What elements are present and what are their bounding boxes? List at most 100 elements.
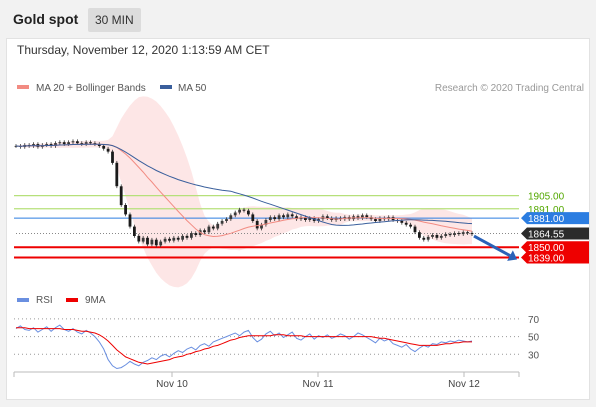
legend-ma50-label: MA 50 — [178, 83, 207, 94]
candle-body — [365, 215, 369, 218]
candle-body — [461, 232, 465, 235]
ma50-line — [15, 143, 473, 226]
rsi-tick-50: 50 — [528, 333, 540, 344]
candle-body — [304, 217, 307, 220]
candle-body — [220, 220, 224, 224]
x-tick-label: Nov 10 — [156, 379, 188, 390]
candle-body — [71, 141, 75, 143]
candle-body — [150, 239, 154, 245]
candle-body — [356, 216, 360, 219]
source-credit: Research © 2020 Trading Central — [435, 83, 584, 94]
candle-body — [282, 215, 285, 218]
candle-body — [128, 214, 132, 227]
level-label-1864.55: 1864.55 — [528, 230, 565, 241]
candle-body — [286, 214, 290, 218]
forecast-arrow-shaft — [473, 234, 511, 257]
candle-body — [168, 238, 171, 241]
legend-rsi-swatch — [17, 298, 29, 302]
candle-body — [409, 224, 412, 227]
instrument-title: Gold spot — [13, 11, 79, 27]
candle-body — [97, 144, 101, 146]
candle-body — [32, 144, 35, 146]
candle-body — [62, 142, 66, 145]
candle-body — [268, 217, 272, 220]
candle-body — [273, 217, 277, 220]
candle-body — [413, 226, 417, 233]
candle-body — [207, 226, 211, 233]
candle-body — [102, 145, 106, 149]
candle-body — [404, 222, 408, 225]
rsi-tick-70: 70 — [528, 315, 540, 326]
candle-body — [159, 241, 163, 246]
candle-body — [67, 142, 70, 145]
level-tag-last — [521, 227, 589, 240]
legend-ma20-label: MA 20 + Bollinger Bands — [36, 83, 146, 94]
candle-body — [84, 142, 88, 145]
x-tick-label: Nov 11 — [303, 379, 334, 390]
interval-badge[interactable]: 30 MIN — [88, 8, 141, 32]
candle-body — [190, 233, 193, 238]
candle-body — [154, 239, 158, 246]
candle-body — [185, 235, 189, 238]
level-label-1905.00: 1905.00 — [528, 192, 565, 203]
rsi-9ma-line — [16, 327, 472, 365]
candle-body — [76, 141, 79, 144]
chart-datetime: Thursday, November 12, 2020 1:13:59 AM C… — [17, 43, 270, 57]
candle-body — [439, 235, 443, 238]
x-axis: Nov 10 Nov 11 Nov 12 — [13, 372, 520, 390]
candle-body — [93, 143, 97, 145]
candle-body — [290, 214, 294, 217]
candle-body — [211, 226, 215, 229]
candle-body — [422, 237, 426, 240]
forecast-arrow-head — [507, 250, 518, 261]
candle-body — [80, 143, 84, 145]
candle-body — [119, 186, 123, 206]
level-tag-support — [521, 241, 589, 254]
candle-body — [361, 215, 364, 219]
level-tag-pivot — [521, 212, 589, 225]
candle-body — [317, 219, 320, 221]
rsi-line — [15, 324, 473, 370]
candle-body — [225, 219, 228, 221]
candle-body — [216, 223, 220, 229]
candle-body — [181, 235, 184, 240]
candle-body — [277, 215, 281, 220]
candle-body — [176, 237, 180, 240]
candle-body — [374, 219, 377, 221]
candle-body — [325, 216, 329, 219]
candle-body — [115, 162, 119, 187]
candle-body — [106, 148, 110, 152]
candle-body — [137, 235, 141, 242]
candle-body — [308, 218, 312, 220]
candle-body — [124, 205, 127, 215]
candle-body — [233, 212, 237, 216]
candle-body — [203, 230, 206, 233]
rsi-chart: 70 50 30 — [14, 315, 540, 370]
candle-body — [194, 233, 198, 235]
candle-body — [418, 232, 421, 238]
level-label-1850.00: 1850.00 — [528, 243, 565, 254]
candle-body — [426, 236, 430, 240]
candle-body — [45, 144, 49, 146]
candle-body — [54, 143, 57, 146]
candle-body — [255, 220, 259, 229]
candle-body — [133, 226, 136, 236]
legend-rsi-label: RSI — [36, 295, 53, 306]
candle-body — [260, 224, 263, 229]
candle-body — [295, 216, 298, 220]
legend-ma50-swatch — [160, 85, 172, 89]
candle-body — [444, 234, 448, 236]
candle-body — [453, 233, 456, 235]
candle-body — [247, 210, 250, 215]
candle-body — [448, 234, 452, 236]
candle-body — [378, 218, 382, 221]
candle-body — [89, 142, 92, 144]
x-tick-label: Nov 12 — [448, 379, 480, 390]
candle-body — [431, 235, 434, 237]
candle-body — [146, 237, 149, 245]
candle-body — [238, 209, 241, 213]
level-label-1839.00: 1839.00 — [528, 254, 565, 265]
level-label-1881.00: 1881.00 — [528, 214, 565, 225]
candle-body — [242, 209, 246, 211]
